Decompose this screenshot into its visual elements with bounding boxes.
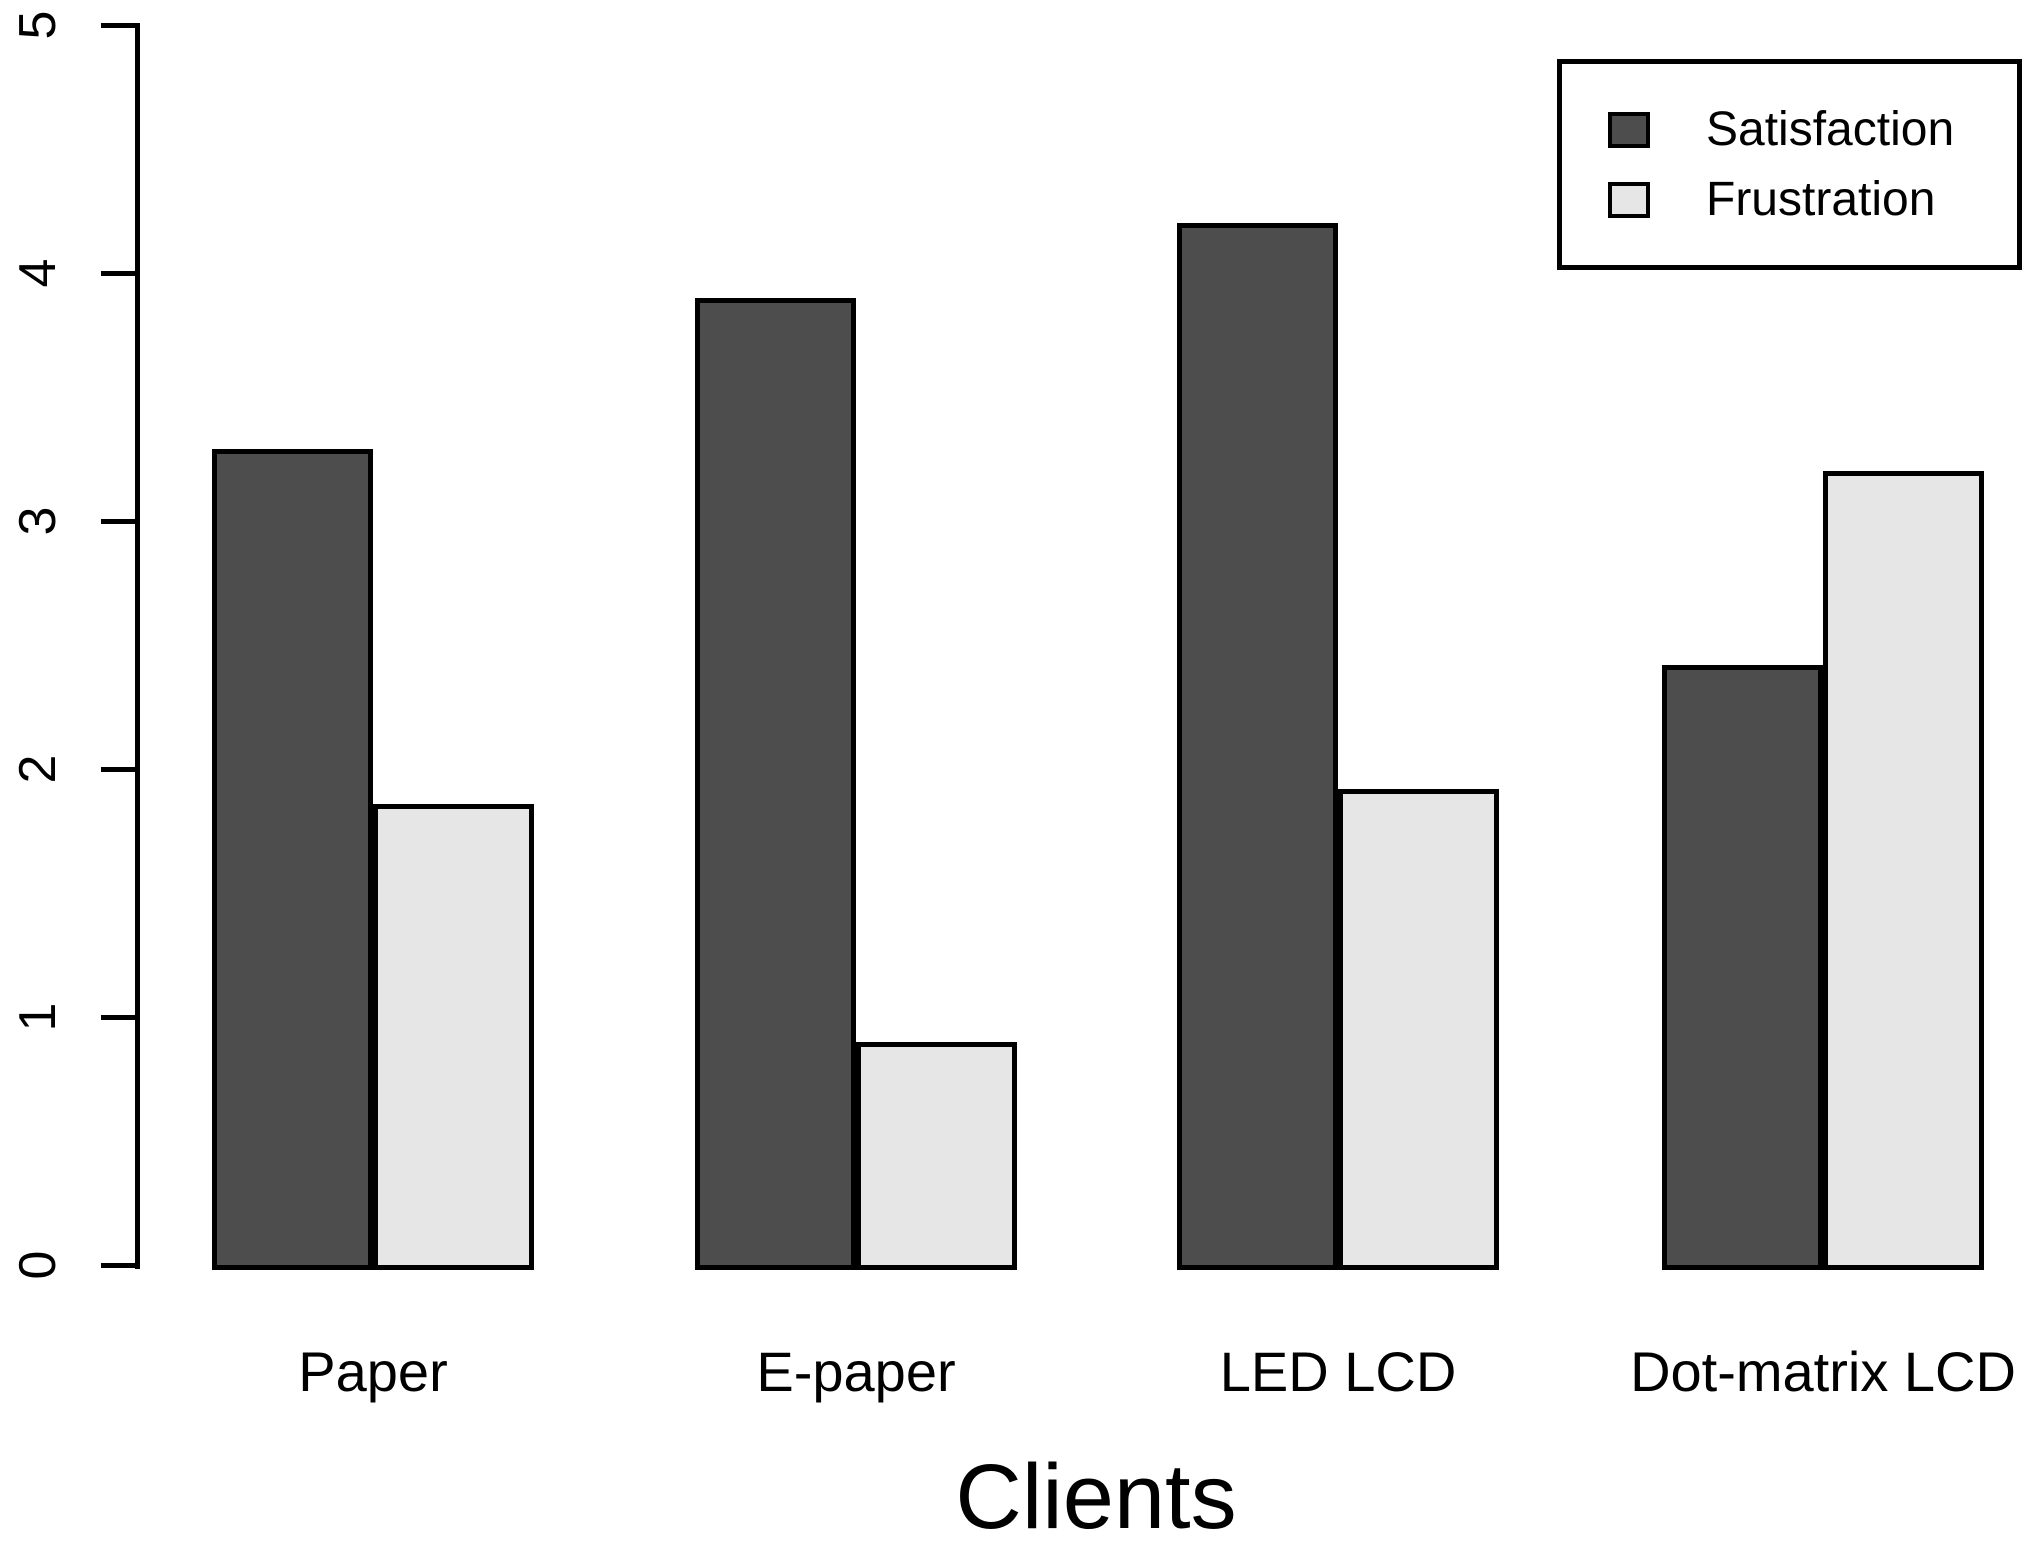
bar-frustration-led-lcd xyxy=(1338,789,1499,1270)
y-tick-label-4: 4 xyxy=(9,258,67,288)
category-label-e-paper: E-paper xyxy=(756,1340,956,1403)
legend-label-satisfaction: Satisfaction xyxy=(1706,102,1955,156)
legend-item-frustration: Frustration xyxy=(1562,172,2017,226)
legend-swatch-satisfaction xyxy=(1608,111,1650,148)
category-label-led-lcd: LED LCD xyxy=(1219,1340,1457,1403)
y-tick-1 xyxy=(101,1015,137,1020)
bar-satisfaction-led-lcd xyxy=(1177,223,1338,1270)
y-tick-label-1: 1 xyxy=(9,1002,67,1032)
y-tick-5 xyxy=(101,23,137,28)
bar-satisfaction-e-paper xyxy=(695,298,856,1270)
legend: Satisfaction Frustration xyxy=(1557,59,2022,270)
y-tick-2 xyxy=(101,767,137,772)
y-tick-label-2: 2 xyxy=(9,754,67,784)
legend-swatch-frustration xyxy=(1608,181,1650,218)
y-tick-4 xyxy=(101,271,137,276)
category-label-dot-matrix-lcd: Dot-matrix LCD xyxy=(1630,1340,2016,1403)
y-tick-0 xyxy=(101,1263,137,1268)
y-tick-3 xyxy=(101,519,137,524)
y-tick-label-3: 3 xyxy=(9,506,67,536)
y-axis-line xyxy=(135,23,140,1269)
legend-label-frustration: Frustration xyxy=(1706,172,1936,226)
y-tick-label-0: 0 xyxy=(9,1250,67,1280)
y-tick-label-5: 5 xyxy=(9,10,67,40)
bar-frustration-paper xyxy=(373,804,534,1270)
x-axis-title: Clients xyxy=(955,1446,1237,1548)
bar-satisfaction-paper xyxy=(212,449,373,1270)
legend-item-satisfaction: Satisfaction xyxy=(1562,102,2017,156)
category-label-paper: Paper xyxy=(298,1340,448,1403)
bar-satisfaction-dot-matrix-lcd xyxy=(1662,665,1823,1270)
bar-frustration-dot-matrix-lcd xyxy=(1823,471,1984,1270)
bar-frustration-e-paper xyxy=(856,1042,1017,1270)
